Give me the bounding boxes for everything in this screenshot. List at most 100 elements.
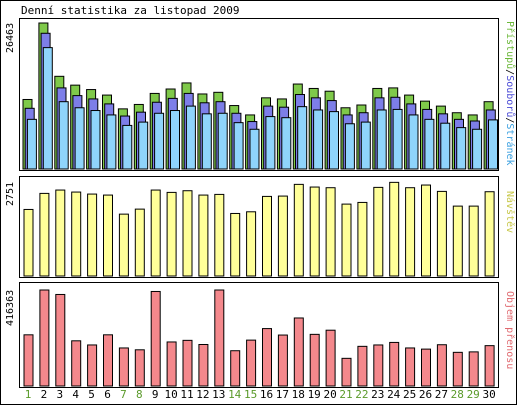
- x-tick-label-17: 17: [275, 388, 290, 401]
- visits-bar-13: [214, 193, 225, 277]
- x-tick-label-24: 24: [387, 388, 401, 401]
- visits-bar-21: [341, 203, 352, 277]
- pages-bar-1: [26, 118, 37, 170]
- visits-bar-1: [23, 208, 34, 277]
- kbytes-bar-23: [373, 344, 384, 387]
- x-tick-label-7: 7: [120, 388, 127, 401]
- visits-legend: Návštěv: [504, 191, 515, 234]
- kbytes-bar-11: [182, 339, 193, 387]
- visits-bar-30: [484, 191, 495, 277]
- visits-bar-16: [262, 195, 272, 277]
- visits-bar-12: [198, 194, 209, 277]
- x-tick-label-3: 3: [56, 388, 64, 401]
- visits-bar-8: [134, 208, 145, 277]
- visits-chart: [23, 181, 495, 277]
- hits-files-pages-chart: [22, 22, 498, 170]
- pages-bar-26: [424, 118, 435, 170]
- x-tick-label-25: 25: [402, 388, 417, 401]
- pages-bar-4: [74, 107, 85, 170]
- kbytes-bar-17: [277, 334, 288, 387]
- pages-bar-12: [201, 113, 212, 170]
- kbytes-bar-26: [421, 348, 431, 387]
- x-tick-label-23: 23: [371, 388, 385, 401]
- x-tick-label-18: 18: [291, 388, 305, 401]
- visits-bar-9: [150, 189, 161, 277]
- pages-bar-21: [344, 123, 355, 170]
- visits-bar-26: [421, 184, 431, 277]
- x-tick-label-11: 11: [180, 388, 194, 401]
- x-tick-label-22: 22: [355, 388, 369, 401]
- visits-bar-5: [87, 193, 98, 277]
- x-tick-label-30: 30: [482, 388, 496, 401]
- visits-bar-11: [182, 190, 193, 277]
- pages-bar-18: [297, 106, 308, 170]
- kbytes-bar-18: [293, 317, 304, 387]
- kbytes-bar-25: [405, 347, 416, 387]
- x-tick-label-4: 4: [72, 388, 79, 401]
- pages-bar-16: [265, 116, 276, 170]
- kbytes-bar-19: [309, 333, 320, 387]
- x-tick-label-19: 19: [307, 388, 321, 401]
- visits-bar-28: [452, 205, 463, 277]
- legend-hits: Přístupů: [504, 21, 515, 70]
- pages-bar-20: [329, 111, 339, 170]
- visits-bar-2: [39, 192, 50, 277]
- pages-bar-8: [138, 121, 149, 170]
- pages-bar-2: [42, 47, 53, 170]
- kbytes-bar-22: [357, 345, 368, 387]
- kbytes-bar-4: [71, 340, 82, 387]
- visits-bar-4: [71, 191, 82, 277]
- kbytes-bar-16: [262, 328, 272, 387]
- x-tick-label-20: 20: [323, 388, 337, 401]
- x-tick-label-6: 6: [104, 388, 111, 401]
- x-axis-labels: 1 2 3 4 5 6 7 8 9 10 11 12 13 14 15 16 17 18 19 20 21 22 23 24 2…: [19, 388, 499, 402]
- visits-bar-29: [468, 205, 479, 277]
- pages-bar-10: [170, 110, 180, 170]
- x-tick-label-15: 15: [243, 388, 258, 401]
- kbytes-bar-21: [341, 357, 352, 387]
- x-tick-label-1: 1: [24, 388, 32, 401]
- visits-bar-6: [103, 194, 113, 277]
- legend-pages: Stránek: [504, 123, 515, 166]
- x-tick-label-28: 28: [450, 388, 464, 401]
- visits-bar-17: [277, 195, 288, 277]
- pages-bar-25: [408, 114, 419, 170]
- x-tick-label-26: 26: [418, 388, 433, 401]
- x-tick-label-2: 2: [40, 388, 48, 401]
- visits-bar-18: [293, 183, 304, 277]
- pages-bar-6: [106, 114, 117, 170]
- pages-bar-27: [440, 122, 451, 170]
- kbytes-bar-1: [23, 334, 34, 387]
- pages-bar-28: [456, 127, 467, 170]
- x-tick-label-29: 29: [466, 388, 480, 401]
- pages-bar-15: [249, 128, 260, 170]
- kbytes-bar-9: [150, 290, 161, 387]
- kbytes-bar-2: [39, 289, 50, 387]
- hits-ymax-label: 26463: [5, 22, 16, 53]
- pages-bar-30: [488, 119, 498, 170]
- kbytes-bar-14: [230, 350, 241, 387]
- kbytes-bar-12: [198, 343, 209, 387]
- kbytes-bar-24: [389, 341, 400, 387]
- visits-bar-22: [357, 201, 368, 277]
- pages-bar-23: [376, 109, 387, 170]
- kbytes-bar-5: [87, 344, 98, 387]
- hits-files-pages-legend: Přístupů/Souborů/Stránek: [504, 21, 515, 166]
- visits-bar-20: [325, 187, 336, 277]
- pages-bar-9: [154, 112, 165, 170]
- kbytes-bar-7: [118, 347, 129, 387]
- kbytes-chart: [23, 289, 495, 387]
- kbytes-bar-8: [134, 349, 145, 387]
- pages-bar-11: [185, 105, 196, 170]
- x-tick-label-21: 21: [339, 388, 353, 401]
- visits-bar-27: [436, 190, 447, 277]
- pages-bar-3: [58, 101, 69, 170]
- kbytes-bar-20: [325, 329, 336, 387]
- pages-bar-5: [90, 110, 101, 170]
- visits-bar-14: [230, 212, 241, 277]
- pages-bar-24: [392, 108, 403, 170]
- kbytes-bar-15: [246, 339, 257, 387]
- visits-bar-24: [389, 181, 400, 277]
- kbytes-bar-29: [468, 351, 479, 387]
